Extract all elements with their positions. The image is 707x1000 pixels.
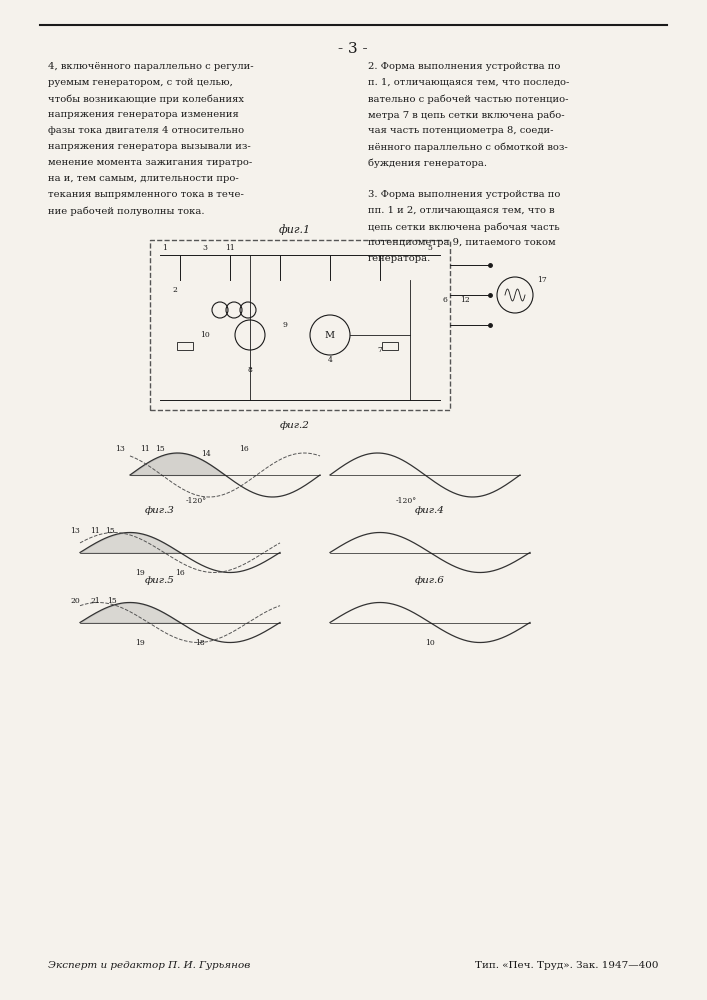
Text: пп. 1 и 2, отличающаяся тем, что в: пп. 1 и 2, отличающаяся тем, что в	[368, 206, 554, 215]
Text: Эксперт и редактор П. И. Гурьянов: Эксперт и редактор П. И. Гурьянов	[48, 961, 250, 970]
Text: M: M	[325, 330, 335, 340]
Text: 15: 15	[107, 597, 117, 605]
Text: -120°: -120°	[186, 497, 207, 505]
Text: 21: 21	[90, 597, 100, 605]
Text: - 3 -: - 3 -	[338, 42, 368, 56]
Bar	[382, 342, 398, 350]
Text: метра 7 в цепь сетки включена рабо-: метра 7 в цепь сетки включена рабо-	[368, 110, 565, 119]
Text: 19: 19	[135, 639, 145, 647]
Text: 11: 11	[225, 244, 235, 252]
Text: 4: 4	[327, 356, 332, 364]
Text: 12: 12	[460, 296, 470, 304]
Text: чая часть потенциометра 8, соеди-: чая часть потенциометра 8, соеди-	[368, 126, 554, 135]
Text: 9: 9	[283, 321, 288, 329]
Text: фиг.6: фиг.6	[415, 576, 445, 585]
Text: 11: 11	[140, 445, 150, 453]
Text: напряжения генератора вызывали из-: напряжения генератора вызывали из-	[48, 142, 251, 151]
Text: фиг.2: фиг.2	[280, 421, 310, 430]
Text: 13: 13	[70, 527, 80, 535]
Text: 15: 15	[155, 445, 165, 453]
Bar	[177, 342, 193, 350]
Text: 16: 16	[175, 569, 185, 577]
Text: напряжения генератора изменения: напряжения генератора изменения	[48, 110, 239, 119]
Text: 5: 5	[428, 244, 433, 252]
Text: 13: 13	[115, 445, 125, 453]
Text: 15: 15	[105, 527, 115, 535]
Text: 2: 2	[173, 286, 177, 294]
Text: 10: 10	[200, 331, 210, 339]
Text: п. 1, отличающаяся тем, что последо-: п. 1, отличающаяся тем, что последо-	[368, 78, 569, 87]
Text: 7: 7	[378, 346, 382, 354]
Text: Тип. «Печ. Труд». Зак. 1947—400: Тип. «Печ. Труд». Зак. 1947—400	[476, 961, 659, 970]
Text: фиг.5: фиг.5	[145, 576, 175, 585]
Text: цепь сетки включена рабочая часть: цепь сетки включена рабочая часть	[368, 222, 560, 232]
Text: 16: 16	[239, 445, 249, 453]
Text: 11: 11	[90, 527, 100, 535]
Text: 14: 14	[201, 450, 211, 458]
Text: 1: 1	[163, 244, 168, 252]
Text: фиг.1: фиг.1	[279, 224, 311, 235]
Text: менение момента зажигания тиратро-: менение момента зажигания тиратро-	[48, 158, 252, 167]
Text: генератора.: генератора.	[368, 254, 431, 263]
Text: ние рабочей полуволны тока.: ние рабочей полуволны тока.	[48, 206, 204, 216]
Text: текания выпрямленного тока в тече-: текания выпрямленного тока в тече-	[48, 190, 244, 199]
Text: буждения генератора.: буждения генератора.	[368, 158, 487, 167]
Text: фазы тока двигателя 4 относительно: фазы тока двигателя 4 относительно	[48, 126, 244, 135]
Text: чтобы возникающие при колебаниях: чтобы возникающие при колебаниях	[48, 94, 244, 104]
Text: 10: 10	[425, 639, 435, 647]
Text: 4, включённого параллельно с регули-: 4, включённого параллельно с регули-	[48, 62, 254, 71]
Text: 3: 3	[202, 244, 207, 252]
Text: 6: 6	[443, 296, 448, 304]
Text: нённого параллельно с обмоткой воз-: нённого параллельно с обмоткой воз-	[368, 142, 568, 151]
Text: на и, тем самым, длительности про-: на и, тем самым, длительности про-	[48, 174, 239, 183]
Text: руемым генератором, с той целью,: руемым генератором, с той целью,	[48, 78, 233, 87]
Text: фиг.3: фиг.3	[145, 506, 175, 515]
Text: вательно с рабочей частью потенцио-: вательно с рабочей частью потенцио-	[368, 94, 568, 104]
Text: 2. Форма выполнения устройства по: 2. Форма выполнения устройства по	[368, 62, 561, 71]
Text: 19: 19	[135, 569, 145, 577]
Text: 20: 20	[70, 597, 80, 605]
Text: 3. Форма выполнения устройства по: 3. Форма выполнения устройства по	[368, 190, 561, 199]
Text: 8: 8	[247, 366, 252, 374]
Text: фиг.4: фиг.4	[415, 506, 445, 515]
Bar	[150, 240, 450, 410]
Text: -120°: -120°	[395, 497, 416, 505]
Text: 17: 17	[537, 276, 547, 284]
Text: потенциометра 9, питаемого током: потенциометра 9, питаемого током	[368, 238, 556, 247]
Text: 18: 18	[195, 639, 205, 647]
